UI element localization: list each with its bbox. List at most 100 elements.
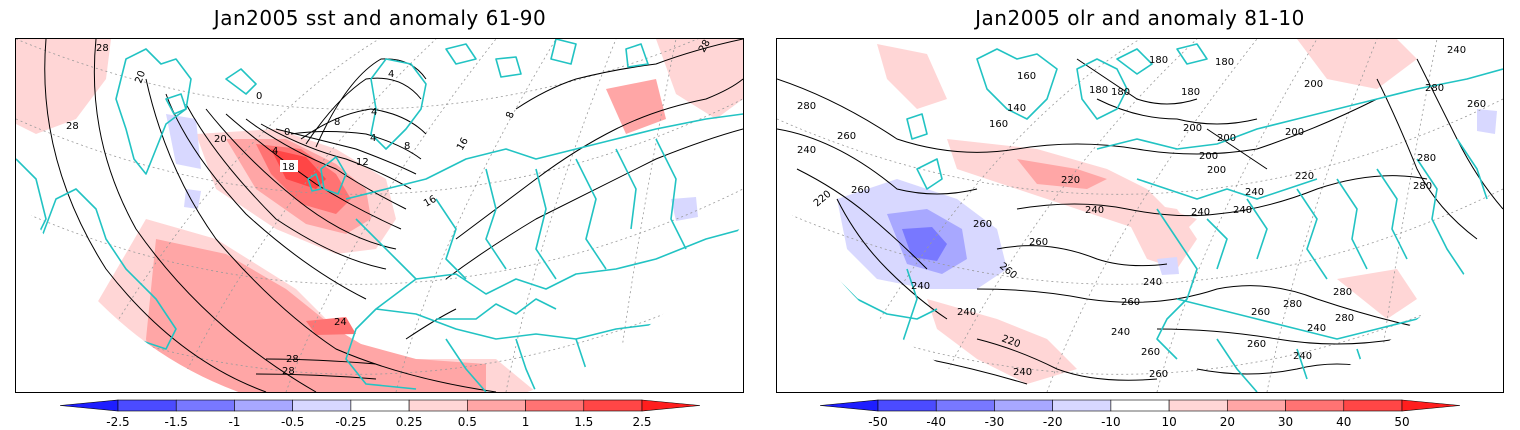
- olr-contour-label: 180: [1149, 55, 1168, 66]
- sst-contour-label-box: [280, 160, 298, 172]
- olr-contour-label: 240: [1143, 277, 1162, 288]
- sst-contour-label: 8: [404, 141, 410, 152]
- sst-contour-label: 4: [370, 133, 376, 144]
- sst-contour-label: 28: [286, 354, 299, 365]
- sst-anomaly-negative-1: [166, 114, 201, 169]
- olr-colorbar: -50 -40 -30 -20 -10 10 20 30 40 50: [819, 399, 1461, 429]
- olr-contour-label: 240: [1233, 205, 1252, 216]
- olr-contour-label: 200: [1217, 133, 1236, 144]
- colorbar-tick-label: -20: [1043, 415, 1063, 429]
- olr-contour-label: 160: [1017, 71, 1036, 82]
- colorbar-swatch: [1285, 399, 1345, 412]
- colorbar-swatch: [175, 399, 235, 412]
- olr-anomaly-positive-ne: [1297, 39, 1417, 89]
- colorbar-swatch: [1343, 399, 1403, 412]
- colorbar-tick-label: -40: [926, 415, 946, 429]
- colorbar-swatch: [350, 399, 410, 412]
- olr-coastlines: [816, 43, 1503, 392]
- olr-contour-label: 260: [851, 185, 870, 196]
- colorbar-swatch: [994, 399, 1053, 412]
- olr-contour-label: 260: [1149, 369, 1168, 380]
- sst-contour-label: 4: [272, 146, 278, 157]
- colorbar-tick-label: 1: [522, 415, 530, 429]
- colorbar-swatch: [234, 399, 293, 412]
- olr-contour-label: 220: [812, 189, 834, 210]
- sst-contour-label: 0: [256, 91, 262, 102]
- olr-anomaly-negative-small: [1157, 257, 1179, 275]
- sst-contour-label: 20: [133, 69, 148, 85]
- olr-anomaly-positive-nw: [877, 44, 947, 109]
- sst-contour-label: 28: [96, 43, 109, 54]
- sst-contour-label: 8: [504, 110, 517, 120]
- olr-contour-label: 260: [1029, 237, 1048, 248]
- colorbar-tick-label: 1.5: [574, 415, 593, 429]
- olr-map: 160 180 180 180 200 240 280 140 180 180 …: [776, 38, 1504, 393]
- olr-contour-label: 200: [1285, 127, 1304, 138]
- olr-contour-label: 200: [1199, 151, 1218, 162]
- sst-contour-label: 16: [422, 194, 439, 210]
- sst-colorbar: -2.5 -1.5 -1 -0.5 -0.25 0.25 0.5 1 1.5 2.5: [59, 399, 701, 429]
- olr-contour-label: 240: [911, 281, 930, 292]
- colorbar-tick-label: -30: [985, 415, 1005, 429]
- olr-anomaly-negative-core: [902, 227, 947, 261]
- colorbar-swatch: [583, 399, 643, 412]
- olr-contour-label: 280: [1413, 181, 1432, 192]
- colorbar-tick-label: 40: [1336, 415, 1351, 429]
- olr-contour-label: 260: [1141, 347, 1160, 358]
- colorbar-swatch: [408, 399, 468, 412]
- olr-contour-label: 180: [1089, 85, 1108, 96]
- olr-contour-label: 240: [957, 307, 976, 318]
- olr-contour-label: 220: [1061, 175, 1080, 186]
- olr-panel: Jan2005 olr and anomaly 81-10: [760, 0, 1520, 430]
- colorbar-arrow-high: [641, 399, 701, 412]
- sst-contour-label: 24: [334, 317, 347, 328]
- olr-contour-label: 240: [1111, 327, 1130, 338]
- sst-panel-title: Jan2005 sst and anomaly 61-90: [213, 6, 547, 30]
- colorbar-tick-label: -10: [1101, 415, 1121, 429]
- sst-contour-label: 28: [66, 121, 79, 132]
- colorbar-tick-label: -0.25: [335, 415, 366, 429]
- olr-contour-label: 280: [1417, 153, 1436, 164]
- olr-contour-label: 220: [1295, 171, 1314, 182]
- olr-contour-label: 260: [1251, 307, 1270, 318]
- colorbar-tick-label: 30: [1278, 415, 1293, 429]
- colorbar-tick-label: -0.5: [281, 415, 304, 429]
- colorbar-swatch: [1227, 399, 1286, 412]
- olr-anomaly-positive-south: [927, 299, 1077, 384]
- sst-contour-label: 16: [455, 136, 471, 153]
- sst-contours: [44, 39, 743, 392]
- olr-contour-label: 260: [973, 219, 992, 230]
- olr-contour-label: 280: [797, 101, 816, 112]
- colorbar-tick-label: -2.5: [106, 415, 129, 429]
- sst-anomaly-positive-ne-mid: [606, 79, 666, 134]
- colorbar-swatch: [117, 399, 177, 412]
- colorbar-swatch: [467, 399, 526, 412]
- olr-map-svg: 160 180 180 180 200 240 280 140 180 180 …: [777, 39, 1503, 392]
- sst-map: 28 20 0 4 4 8 4 8 20 0 4 18 12 16 8 16 2…: [15, 38, 744, 393]
- sst-contour-label: 20: [214, 134, 227, 145]
- colorbar-swatch: [292, 399, 352, 412]
- olr-contour-label: 200: [1304, 79, 1323, 90]
- colorbar-tick-label: 0.5: [458, 415, 477, 429]
- colorbar-tick-label: 0.25: [396, 415, 423, 429]
- sst-contour-label: 4: [388, 69, 394, 80]
- colorbar-tick-label: 10: [1161, 415, 1176, 429]
- olr-anomaly-positive-east: [1117, 199, 1197, 269]
- colorbar-arrow-low: [59, 399, 119, 412]
- sst-contour-label: 12: [356, 157, 369, 168]
- sst-anomaly-negative-2: [671, 197, 698, 221]
- olr-contour-label: 240: [1245, 187, 1264, 198]
- olr-contour-label: 240: [1307, 323, 1326, 334]
- sst-contour-label: 0: [284, 127, 290, 138]
- colorbar-tick-label: 2.5: [632, 415, 651, 429]
- olr-anomaly-positive-se: [1337, 269, 1417, 319]
- colorbar-arrow-low: [819, 399, 879, 412]
- olr-contour-labels: 160 180 180 180 200 240 280 140 180 180 …: [797, 45, 1486, 380]
- olr-contour-label: 260: [837, 131, 856, 142]
- sst-contour-label: 8: [334, 117, 340, 128]
- colorbar-arrow-high: [1401, 399, 1461, 412]
- colorbar-tick-label: -50: [868, 415, 888, 429]
- olr-contour-label: 240: [1085, 205, 1104, 216]
- olr-contour-label: 260: [1121, 297, 1140, 308]
- olr-contour-label: 280: [1283, 299, 1302, 310]
